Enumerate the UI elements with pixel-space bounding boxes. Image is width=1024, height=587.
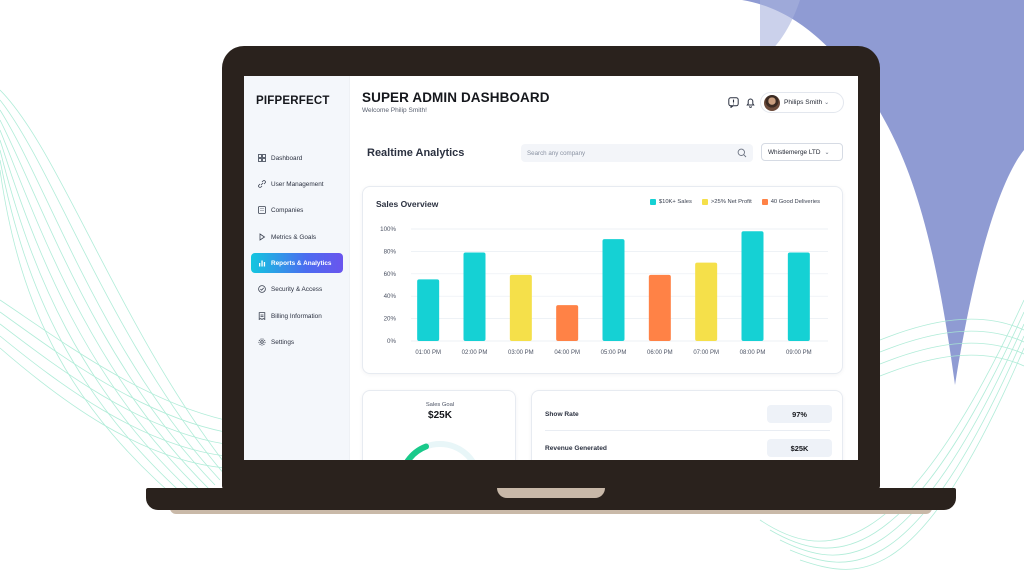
x-tick-label: 08:00 PM: [740, 350, 766, 356]
x-tick-label: 03:00 PM: [508, 350, 534, 356]
legend-item: >25% Net Profit: [701, 199, 752, 205]
chart-bar[interactable]: [648, 274, 671, 341]
x-tick-label: 06:00 PM: [647, 350, 673, 356]
user-menu[interactable]: Philips Smith ⌄: [760, 92, 844, 113]
brand-logo[interactable]: PIFPERFECT: [256, 95, 330, 107]
y-tick-label: 0%: [387, 338, 396, 345]
sidebar-item-companies[interactable]: Companies: [251, 200, 343, 220]
chart-bar[interactable]: [463, 252, 486, 341]
sidebar-item-label: Dashboard: [271, 154, 303, 162]
bell-icon[interactable]: [744, 96, 756, 108]
legend-swatch: [701, 199, 708, 205]
metric-value: 97%: [767, 405, 832, 423]
search-icon[interactable]: [737, 148, 747, 158]
x-tick-label: 02:00 PM: [462, 350, 488, 356]
search-input[interactable]: [521, 144, 753, 162]
avatar: [764, 94, 780, 111]
dashboard-screen: PIFPERFECT Dashboard User Management Com…: [244, 76, 858, 460]
legend-label: >25% Net Profit: [710, 199, 752, 205]
sidebar-item-metrics-goals[interactable]: Metrics & Goals: [251, 227, 343, 247]
gear-icon: [257, 338, 266, 347]
chart-bar[interactable]: [602, 239, 625, 341]
sidebar-item-label: Companies: [271, 206, 304, 214]
chart-bar[interactable]: [741, 231, 764, 341]
sales-goal-label: Sales Goal: [425, 402, 455, 408]
grid-icon: [257, 154, 266, 163]
x-tick-label: 09:00 PM: [786, 350, 812, 356]
x-tick-label: 01:00 PM: [415, 350, 441, 356]
page-title: SUPER ADMIN DASHBOARD: [362, 90, 550, 105]
link-icon: [257, 180, 266, 189]
sales-goal-card: Sales Goal $25K: [362, 390, 516, 460]
welcome-text: Welcome Philip Smith!: [362, 107, 427, 114]
sidebar-item-settings[interactable]: Settings: [251, 332, 343, 352]
legend-swatch: [761, 199, 768, 205]
x-tick-label: 07:00 PM: [693, 350, 719, 356]
sidebar-item-label: Reports & Analytics: [271, 259, 332, 267]
sales-overview-card: Sales Overview $10K+ Sales >25% Net Prof…: [362, 186, 843, 374]
metric-label: Show Rate: [545, 411, 579, 418]
sidebar-item-label: Settings: [271, 338, 295, 346]
sidebar-item-label: Metrics & Goals: [271, 233, 317, 241]
bar-chart-icon: [257, 259, 266, 268]
sidebar-item-billing-information[interactable]: Billing Information: [251, 306, 343, 326]
legend-swatch: [649, 199, 656, 205]
chart-bar[interactable]: [695, 262, 718, 341]
sales-goal-value: $25K: [428, 410, 452, 421]
y-tick-label: 100%: [380, 226, 396, 233]
sales-goal-gauge: [404, 441, 476, 460]
metric-row-revenue: Revenue Generated $25K: [532, 431, 844, 460]
chevron-down-icon: ⌄: [824, 149, 830, 156]
legend-label: $10K+ Sales: [658, 199, 692, 205]
user-name: Philips Smith: [784, 99, 823, 106]
y-tick-label: 80%: [384, 248, 397, 255]
metric-label: Revenue Generated: [545, 445, 607, 452]
chart-legend: $10K+ Sales >25% Net Profit 40 Good Deli…: [649, 199, 820, 205]
play-icon: [257, 233, 266, 242]
sidebar-item-label: User Management: [271, 180, 324, 188]
y-tick-label: 60%: [384, 271, 397, 278]
chevron-down-icon: ⌄: [824, 100, 830, 106]
chart-bar[interactable]: [509, 274, 532, 341]
x-tick-label: 05:00 PM: [601, 350, 627, 356]
legend-item: 40 Good Deliveries: [761, 199, 820, 205]
laptop-foot: [170, 508, 932, 514]
sidebar-item-dashboard[interactable]: Dashboard: [251, 148, 343, 168]
chat-alert-icon[interactable]: [727, 96, 739, 108]
sidebar-item-reports-analytics[interactable]: Reports & Analytics: [251, 253, 343, 273]
metrics-card: Show Rate 97% Revenue Generated $25K: [531, 390, 843, 460]
sidebar-item-security-access[interactable]: Security & Access: [251, 279, 343, 299]
receipt-icon: [257, 312, 266, 321]
legend-label: 40 Good Deliveries: [770, 199, 820, 205]
laptop-notch: [497, 488, 605, 498]
chart-bar[interactable]: [787, 252, 810, 341]
metric-row-show-rate: Show Rate 97%: [532, 397, 844, 431]
x-tick-label: 04:00 PM: [554, 350, 580, 356]
sidebar: PIFPERFECT Dashboard User Management Com…: [244, 76, 350, 460]
shield-check-icon: [257, 285, 266, 294]
legend-item: $10K+ Sales: [649, 199, 692, 205]
company-select[interactable]: Whistlemerge LTD ⌄: [761, 143, 843, 161]
chart-bar[interactable]: [417, 279, 440, 341]
metric-value: $25K: [767, 439, 832, 457]
sidebar-item-user-management[interactable]: User Management: [251, 174, 343, 194]
company-select-value: Whistlemerge LTD: [768, 148, 821, 156]
chart-bar[interactable]: [556, 305, 579, 341]
sales-bar-chart: 0% 20% 40% 60% 80% 100% 01:00 PM 02:00 PM 03:00 …: [380, 226, 828, 356]
chart-title: Sales Overview: [376, 199, 439, 209]
laptop-base: [146, 488, 956, 510]
building-icon: [257, 206, 266, 215]
y-tick-label: 40%: [384, 293, 397, 300]
sidebar-item-label: Billing Information: [271, 312, 322, 320]
sidebar-item-label: Security & Access: [271, 285, 323, 293]
y-tick-label: 20%: [384, 316, 397, 323]
section-title: Realtime Analytics: [367, 147, 465, 159]
divider: [545, 430, 830, 431]
